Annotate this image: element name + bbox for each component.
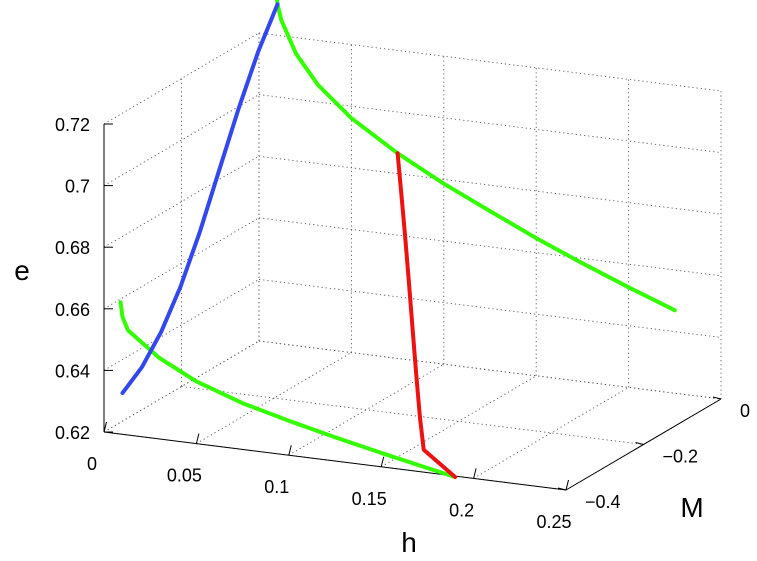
z-tick-label: 0.72 [55,115,90,135]
y-tick-label: −0.4 [585,492,621,512]
y-tick-mark [712,396,722,400]
grid [103,32,722,491]
x-tick-mark [195,433,200,444]
y-axis-label: M [680,492,703,523]
gridline [258,155,722,215]
gridline [258,278,722,338]
gridline [181,386,644,445]
z-tick-label: 0.62 [55,423,90,443]
gridline [103,155,260,248]
gridline [103,32,260,125]
x-tick-mark [473,468,477,479]
gridline [380,375,537,468]
z-axis-label: e [14,255,30,286]
series-line [118,300,458,479]
x-axis-label: h [401,527,417,558]
x-tick-label: 0 [87,454,97,474]
z-tick-label: 0.66 [55,300,90,320]
series-line [275,0,677,313]
ticks: 0 0.05 0.1 0.15 0.2 0.25 −0.4 −0.2 0 0.62 0.64 0.66… [55,115,750,532]
gridline [103,340,260,433]
gridline [196,352,352,444]
z-tick-label: 0.7 [65,177,90,197]
x-tick-label: 0.05 [167,466,202,486]
gridline [288,363,445,456]
gridline [258,94,722,154]
gridline [258,340,722,400]
y-tick-mark [557,487,567,491]
gridline [103,217,260,310]
x-tick-label: 0.25 [536,512,571,532]
y-tick-label: −0.2 [663,447,699,467]
z-tick-label: 0.64 [55,361,90,381]
z-tick-label: 0.68 [55,238,90,258]
x-tick-label: 0.2 [449,500,474,520]
gridline [258,32,722,92]
x-tick-mark [380,456,385,467]
curves [118,0,677,479]
x-tick-label: 0.1 [264,477,289,497]
y-tick-mark [635,442,644,445]
series-line [395,151,458,479]
gridline [103,94,260,186]
gridline [473,387,629,479]
x-tick-mark [103,421,107,433]
x-axis-line [103,431,567,491]
x-tick-mark [288,445,292,456]
gridline [103,279,260,371]
x-tick-label: 0.15 [352,489,387,509]
series-line [120,2,280,395]
x-tick-mark [565,479,569,491]
y-tick-label: 0 [740,401,750,421]
gridline [258,217,722,277]
